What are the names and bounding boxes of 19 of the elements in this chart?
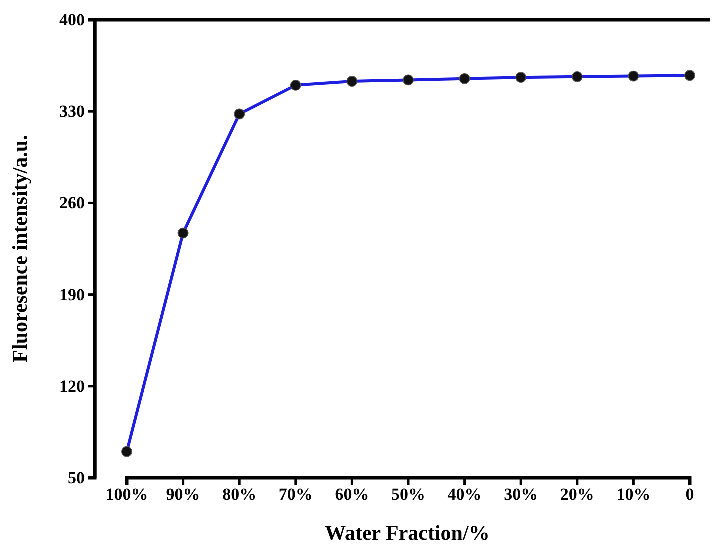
y-tick-label: 190: [60, 285, 85, 304]
x-axis-title: Water Fraction/%: [325, 521, 490, 545]
x-tick-label: 80%: [222, 485, 257, 504]
y-tick-label: 260: [60, 194, 85, 213]
x-tick-label: 50%: [392, 485, 426, 504]
y-axis-title: Fluoresence intensity/a.u.: [8, 135, 32, 363]
x-tick-label: 10%: [616, 485, 651, 504]
y-tick-label: 50: [68, 468, 85, 488]
y-tick-label: 400: [60, 10, 85, 30]
x-tick-label: 100%: [106, 485, 148, 504]
x-tick-label: 90%: [166, 485, 200, 504]
x-tick-label: 30%: [504, 485, 538, 504]
x-tick-label: 20%: [560, 485, 594, 504]
y-tick-label: 330: [60, 102, 85, 122]
x-tick-label: 70%: [278, 485, 313, 504]
x-tick-label: 40%: [448, 485, 482, 504]
y-tick-label: 120: [60, 376, 85, 396]
x-tick-label: 60%: [335, 485, 370, 504]
x-tick-label: 0: [686, 485, 694, 504]
